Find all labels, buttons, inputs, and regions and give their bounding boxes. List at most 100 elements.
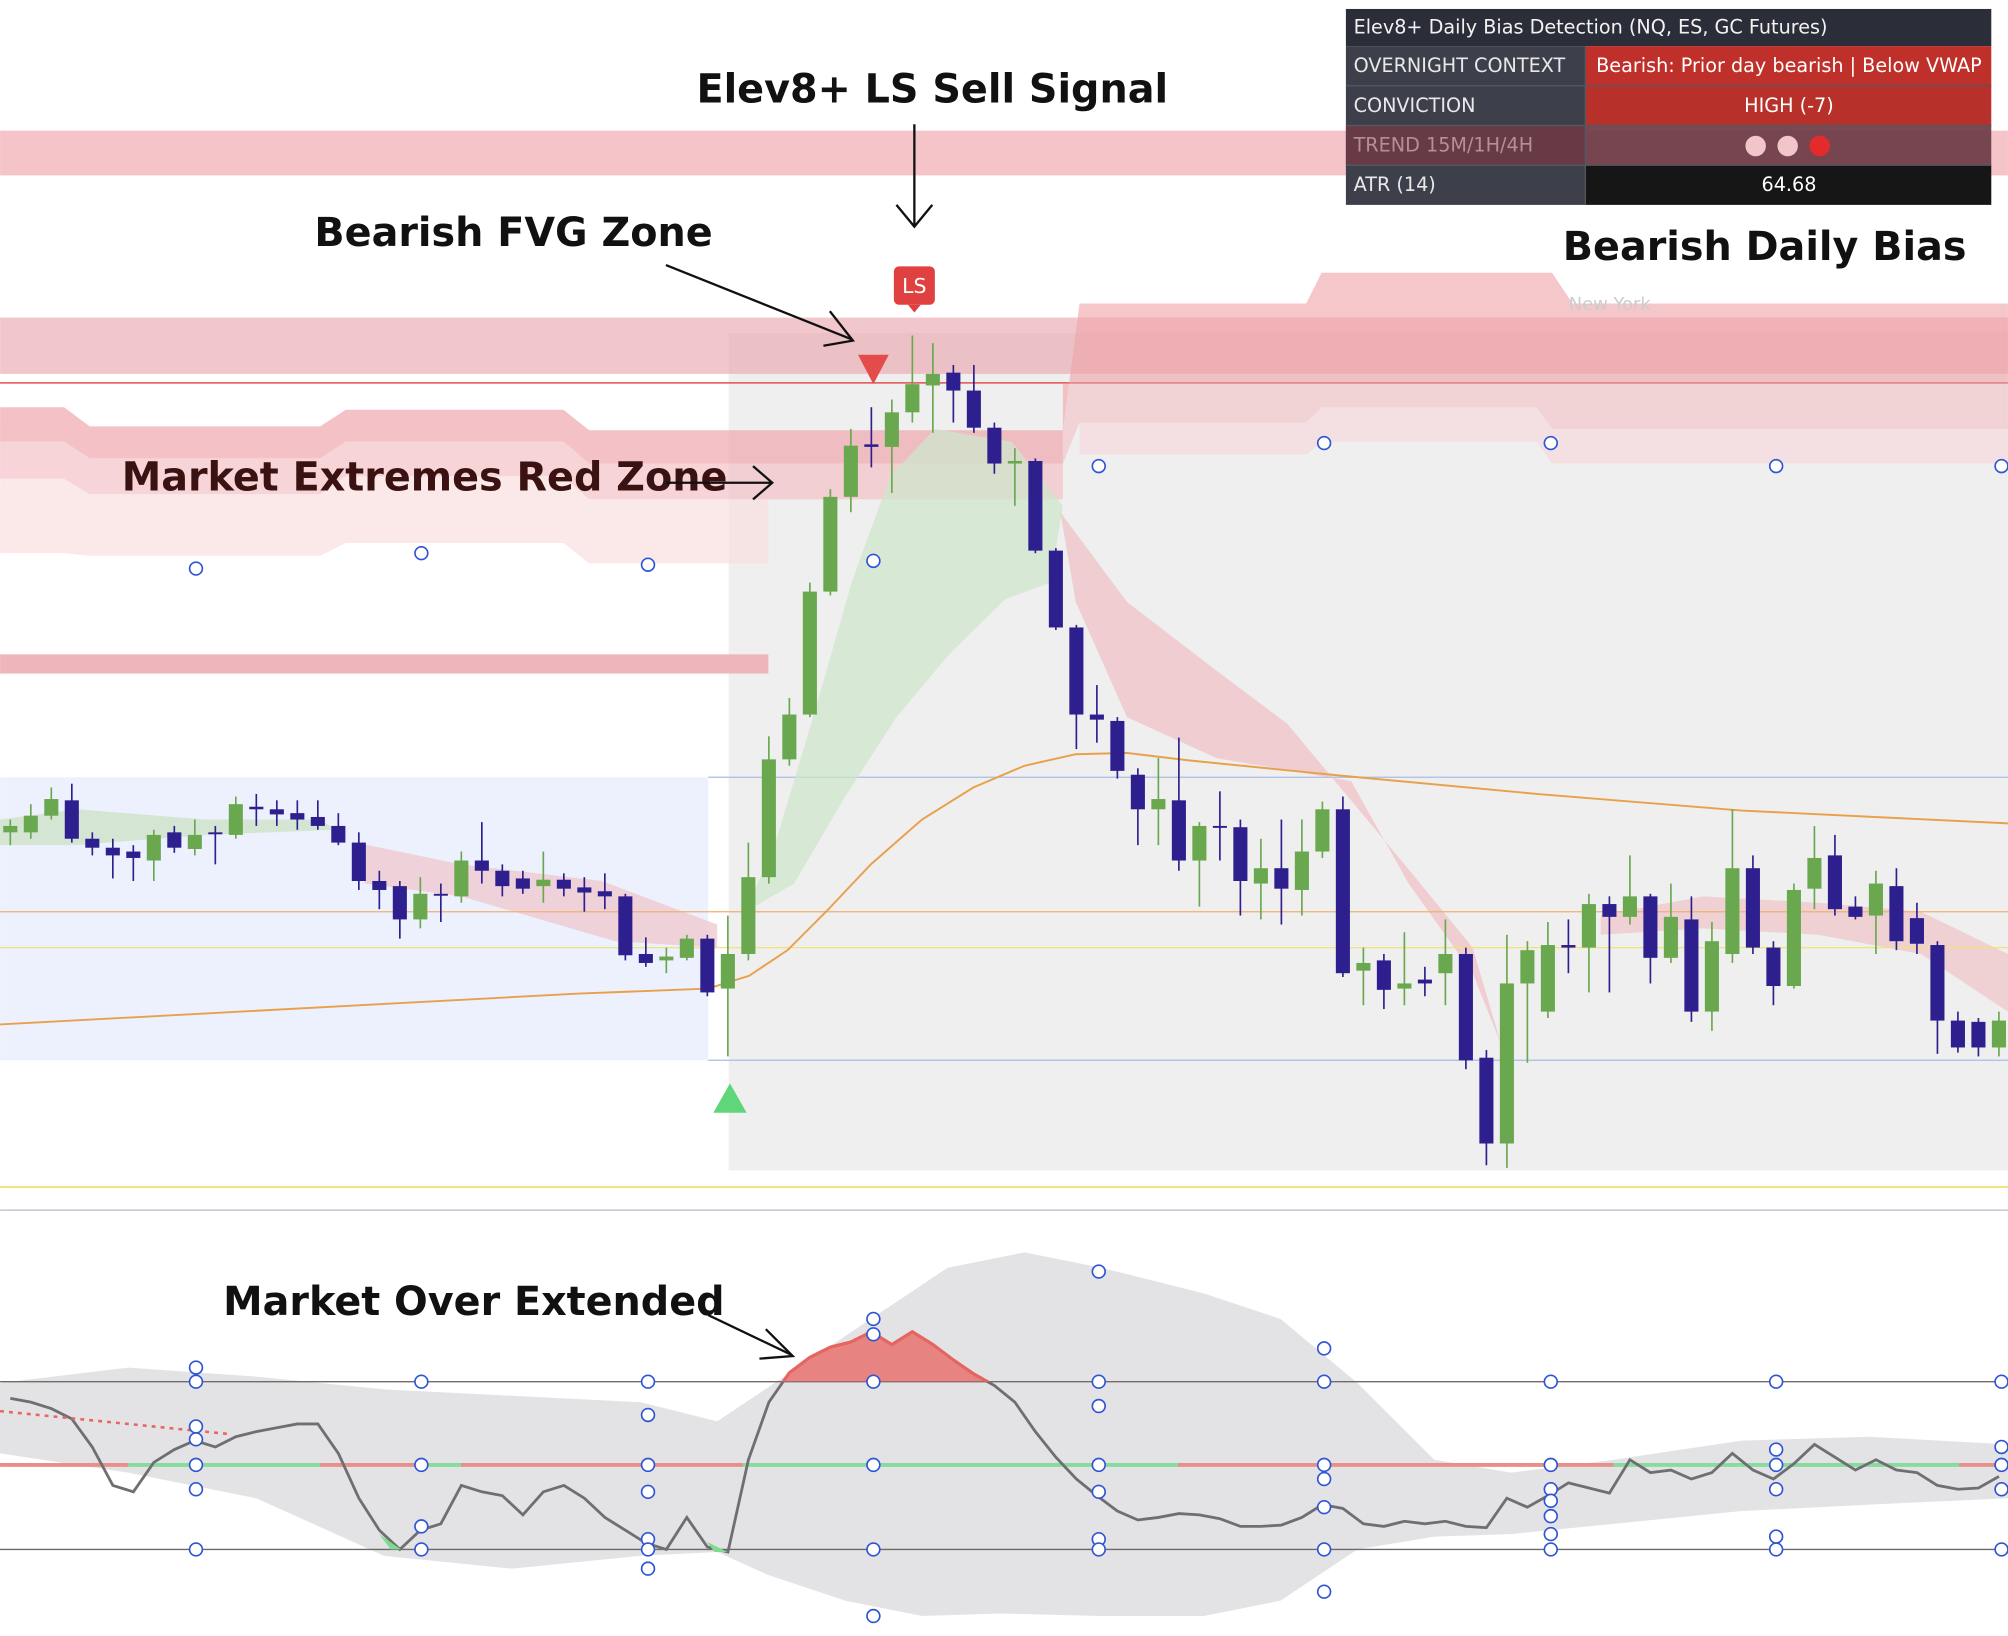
anchor-point — [1768, 1457, 1784, 1473]
table-cell — [1585, 46, 1992, 86]
candle-body — [1192, 825, 1207, 861]
table-cell — [1585, 85, 1992, 126]
anchor-point — [1091, 1542, 1106, 1557]
anchor-point — [1091, 1374, 1106, 1389]
anchor-point — [866, 553, 881, 569]
anchor-point — [414, 1374, 429, 1389]
anchor-point — [866, 1374, 881, 1389]
anchor-point — [640, 1374, 656, 1389]
anchor-point — [188, 1419, 204, 1434]
anchor-point — [640, 1484, 656, 1500]
arrow-head — [752, 465, 774, 501]
anchor-point — [640, 1542, 656, 1557]
candle-body — [310, 816, 325, 826]
candle-body — [1212, 825, 1227, 828]
candle-body — [413, 893, 428, 920]
candle-body — [1561, 945, 1576, 948]
trend-cloud — [745, 428, 1063, 912]
candle-body — [700, 938, 715, 993]
anchor-point — [1316, 1542, 1332, 1557]
anchor-point — [866, 1311, 881, 1327]
candle-body — [1438, 953, 1453, 974]
annotation: Market Over Extended — [223, 1279, 724, 1325]
anchor-point — [1994, 458, 2008, 474]
candle-body — [905, 384, 920, 413]
signal-marker — [706, 1541, 728, 1552]
anchor-point — [1543, 435, 1559, 451]
anchor-point — [1768, 1529, 1784, 1544]
arrow-head — [823, 310, 855, 347]
candle-body — [1171, 800, 1186, 861]
anchor-point — [414, 1519, 429, 1534]
candle-body — [618, 896, 633, 956]
anchor-point — [866, 1327, 881, 1342]
anchor-point — [866, 1608, 881, 1624]
candle-body — [1028, 460, 1043, 551]
anchor-point — [1091, 1484, 1106, 1500]
candle-body — [1315, 809, 1330, 852]
candle-body — [1991, 1020, 2006, 1048]
candle-body — [1397, 983, 1412, 989]
anchor-point — [1994, 1374, 2008, 1389]
oscillator-line — [10, 1330, 2000, 1554]
candle-body — [1130, 774, 1145, 810]
candle-body — [1110, 720, 1125, 771]
candle-body — [392, 886, 407, 920]
candle-body — [1766, 947, 1781, 987]
buy-triangle — [713, 1083, 747, 1113]
arrow-head — [895, 204, 934, 229]
anchor-point — [1994, 1457, 2008, 1473]
candle-body — [1807, 857, 1822, 889]
anchor-point — [188, 1360, 204, 1375]
extreme-zone — [1062, 272, 2008, 431]
candle-body — [679, 938, 694, 958]
candle-body — [1458, 953, 1473, 1061]
candle-body — [1520, 950, 1535, 984]
candle-body — [1786, 889, 1801, 987]
candle-body — [823, 496, 838, 592]
anchor-point — [1994, 1482, 2008, 1497]
candle-body — [1971, 1021, 1986, 1048]
candle-body — [249, 806, 264, 810]
anchor-point — [188, 1542, 204, 1557]
candle-body — [126, 851, 141, 858]
signal-label: LS — [902, 274, 926, 298]
anchor-point — [1994, 1439, 2008, 1455]
anchor-point — [414, 1542, 429, 1557]
candle-body — [228, 804, 243, 835]
anchor-point — [1543, 1374, 1559, 1389]
candle-body — [1294, 851, 1309, 890]
candle-body — [1950, 1020, 1965, 1048]
candle-body — [64, 800, 79, 839]
anchor-point — [1543, 1493, 1559, 1509]
candle-body — [1253, 868, 1268, 884]
anchor-point — [1768, 458, 1784, 474]
candle-body — [1089, 714, 1104, 720]
candle-body — [741, 877, 756, 954]
candle-body — [1048, 550, 1063, 628]
candle-body — [1930, 945, 1945, 1021]
candle-body — [3, 825, 18, 833]
anchor-point — [1543, 1457, 1559, 1473]
anchor-point — [188, 1457, 204, 1473]
table-label: OVERNIGHT CONTEXT — [1354, 54, 1566, 77]
divergence-line — [0, 1409, 231, 1436]
candle-body — [167, 832, 182, 848]
anchor-point — [188, 1432, 204, 1447]
candle-body — [966, 390, 981, 428]
candle-body — [1151, 799, 1166, 810]
candle-body — [474, 860, 489, 871]
extreme-zone — [0, 441, 1063, 500]
candle-body — [659, 956, 674, 961]
anchor-point — [1316, 1499, 1332, 1515]
anchor-point — [1091, 1398, 1106, 1414]
candle-body — [146, 834, 161, 861]
anchor-point — [188, 1374, 204, 1389]
candle-body — [269, 809, 284, 815]
extreme-zone — [1062, 384, 2008, 464]
table-value: 64.68 — [1761, 173, 1816, 196]
anchor-point — [1091, 1457, 1106, 1473]
candle-body — [782, 714, 797, 760]
